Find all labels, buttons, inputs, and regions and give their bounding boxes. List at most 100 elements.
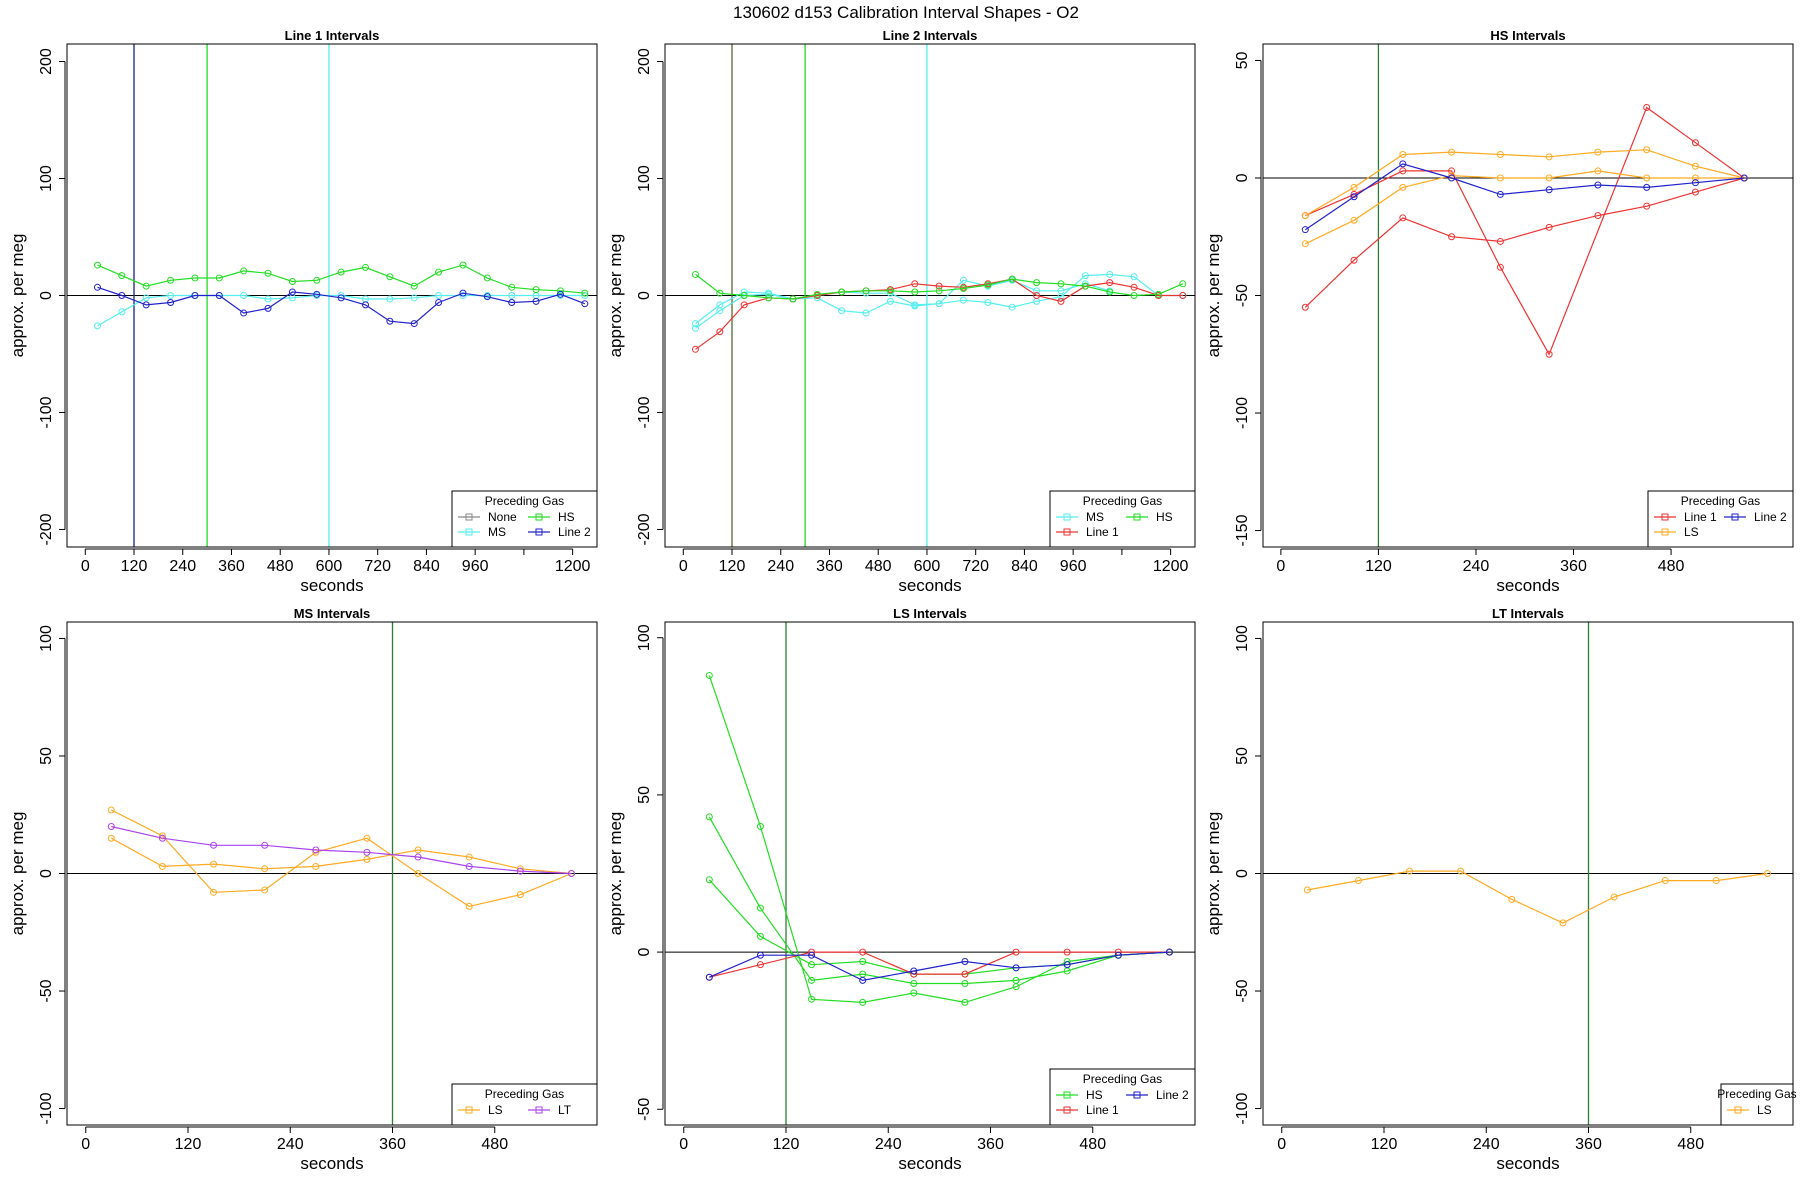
data-point — [459, 261, 467, 269]
data-point — [508, 299, 516, 307]
data-point — [210, 860, 218, 868]
y-tick-label: 100 — [636, 165, 653, 192]
data-point — [264, 295, 272, 303]
data-point — [288, 277, 296, 285]
data-point — [191, 292, 199, 299]
series-line — [1304, 149, 1745, 217]
plot-area — [1263, 44, 1793, 547]
legend-entry-label: Line 2 — [558, 525, 591, 539]
data-point — [1643, 202, 1651, 210]
data-point — [1063, 948, 1071, 956]
data-point — [859, 958, 867, 966]
panel-title: HS Intervals — [1490, 28, 1565, 43]
data-point — [107, 834, 115, 842]
legend-swatch-marker — [1133, 1091, 1141, 1099]
data-point — [789, 295, 797, 303]
panel-title: MS Intervals — [294, 606, 371, 621]
x-tick-label: 720 — [364, 558, 391, 575]
x-tick-label: 360 — [816, 558, 843, 575]
data-point — [1301, 226, 1309, 234]
data-point — [118, 272, 126, 280]
legend-swatch-marker — [1063, 513, 1071, 521]
legend-title: Preceding Gas — [1681, 494, 1760, 508]
y-tick-label: 0 — [636, 948, 653, 957]
legend-entry-label: Line 1 — [1086, 1103, 1119, 1117]
y-tick-label: 200 — [636, 48, 653, 75]
y-axis-label: approx. per meg — [8, 234, 27, 358]
data-point — [1740, 174, 1748, 182]
data-point — [1350, 256, 1358, 264]
data-point — [838, 307, 846, 315]
y-axis-label: approx. per meg — [606, 234, 625, 358]
data-point — [1763, 870, 1771, 877]
data-point — [210, 841, 218, 849]
legend-swatch-marker — [1661, 513, 1669, 521]
series-line — [111, 809, 572, 908]
y-tick-label: 100 — [1234, 625, 1251, 652]
data-point — [1106, 279, 1114, 287]
x-tick-label: 1200 — [1153, 558, 1189, 575]
x-tick-label: 240 — [277, 1136, 304, 1153]
series-line — [695, 279, 1110, 329]
data-point — [516, 891, 524, 899]
y-tick-label: -100 — [636, 396, 653, 428]
data-point — [1545, 223, 1553, 231]
data-point — [1643, 174, 1651, 182]
plot-area — [665, 44, 1195, 547]
x-axis-label: seconds — [300, 576, 363, 595]
data-point — [158, 832, 166, 840]
data-point — [1008, 275, 1016, 283]
x-tick-label: 240 — [1463, 558, 1490, 575]
data-point — [118, 308, 126, 316]
data-point — [862, 287, 870, 295]
x-axis-label: seconds — [1496, 576, 1559, 595]
data-point — [1154, 290, 1162, 298]
data-point — [1350, 216, 1358, 224]
data-point — [556, 290, 564, 298]
data-point — [93, 261, 101, 269]
data-point — [1448, 167, 1456, 175]
data-point — [1594, 167, 1602, 175]
data-point — [691, 324, 699, 332]
data-point — [1130, 292, 1138, 299]
x-tick-label: 840 — [413, 558, 440, 575]
data-point — [705, 973, 713, 981]
data-point — [1399, 160, 1407, 168]
data-point — [313, 290, 321, 298]
data-point — [886, 297, 894, 305]
chart-panel: Line 2 Intervals 0 120 240 360 480 600 720 840 96… — [606, 28, 1196, 595]
data-point — [1508, 895, 1516, 903]
data-point — [414, 853, 422, 861]
chart-panel: LS Intervals 0 120 240 360 480 seconds -50 0 50 10… — [606, 606, 1196, 1173]
plot-frame — [664, 621, 1196, 1126]
legend-title: Preceding Gas — [485, 494, 564, 508]
legend-box — [451, 490, 598, 548]
data-point — [1691, 139, 1699, 147]
series-line — [97, 264, 585, 294]
series-line — [1305, 170, 1745, 245]
data-point — [1012, 948, 1020, 956]
data-point — [1033, 279, 1041, 287]
data-point — [1008, 303, 1016, 311]
panel-title: Line 1 Intervals — [285, 28, 380, 43]
y-tick-label: 50 — [636, 786, 653, 804]
y-tick-label: 100 — [636, 624, 653, 651]
data-point — [813, 290, 821, 298]
legend-title: Preceding Gas — [1083, 1072, 1162, 1086]
data-point — [716, 307, 724, 315]
data-point — [1691, 179, 1699, 187]
legend-swatch-marker — [1063, 528, 1071, 536]
plot-frame — [66, 43, 598, 548]
legend: Preceding Gas HS Line 2 Line 1 — [1049, 1068, 1196, 1126]
data-point — [386, 317, 394, 325]
data-point — [93, 283, 101, 291]
data-point — [740, 301, 748, 309]
legend-swatch-marker — [1734, 1106, 1742, 1114]
legend-entry-label: LS — [1757, 1103, 1772, 1117]
plot-area — [1263, 622, 1793, 1125]
data-point — [312, 862, 320, 870]
chart-panel: HS Intervals 0 120 240 360 480 seconds -150 -100… — [1204, 28, 1794, 595]
data-point — [337, 268, 345, 276]
data-point — [362, 301, 370, 309]
